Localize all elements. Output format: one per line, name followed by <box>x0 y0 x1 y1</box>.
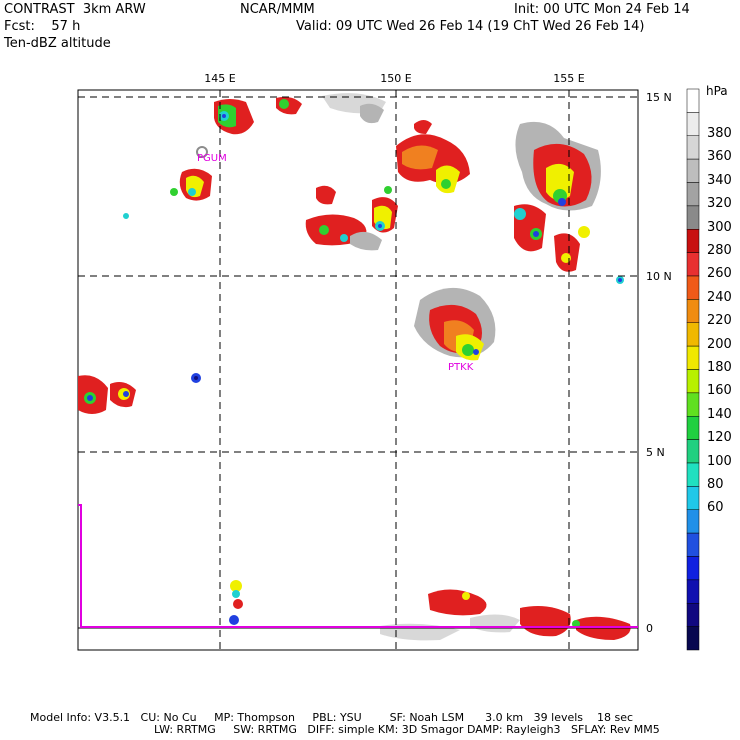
colorbar-label: 160 <box>707 383 732 399</box>
colorbar-swatch <box>686 112 700 136</box>
colorbar-swatch <box>686 532 700 557</box>
init-time: Init: 00 UTC Mon 24 Feb 14 <box>514 2 690 17</box>
lat-label-10n: 10 N <box>646 270 672 283</box>
cell-cluster-central-north <box>305 120 470 251</box>
lon-label-150: 150 E <box>380 72 411 85</box>
colorbar-label: 360 <box>707 149 732 165</box>
colorbar <box>686 88 700 651</box>
colorbar-swatch <box>686 322 700 347</box>
cell-cluster-west <box>78 373 201 414</box>
colorbar-swatch <box>686 182 700 207</box>
domain-boundary <box>78 504 638 628</box>
colorbar-label: 280 <box>707 243 732 258</box>
colorbar-label: 220 <box>707 313 732 329</box>
colorbar-swatch <box>686 509 700 534</box>
org-label: NCAR/MMM <box>240 2 315 17</box>
colorbar-label: 380 <box>707 126 732 141</box>
cell-cluster-northeast <box>514 121 624 284</box>
colorbar-swatch <box>686 626 700 651</box>
colorbar-label: 80 <box>707 477 724 492</box>
colorbar-swatch <box>686 462 700 487</box>
colorbar-swatch <box>686 88 700 113</box>
colorbar-label: 260 <box>707 266 732 282</box>
colorbar-swatch <box>686 579 700 604</box>
colorbar-swatch <box>686 416 700 440</box>
lat-label-0: 0 <box>646 622 653 635</box>
map-grid <box>78 90 638 650</box>
colorbar-label: 300 <box>707 219 732 235</box>
lon-label-145: 145 E <box>204 72 235 85</box>
colorbar-swatch <box>686 299 700 323</box>
cell-cluster-pgum <box>123 93 386 219</box>
colorbar-swatch <box>686 556 700 581</box>
colorbar-label: 100 <box>707 453 732 469</box>
cell-cluster-ptkk <box>414 287 496 361</box>
colorbar-label: 320 <box>707 196 732 212</box>
colorbar-swatch <box>686 135 700 160</box>
colorbar-label: 240 <box>707 289 732 305</box>
lon-label-155: 155 E <box>553 72 584 85</box>
colorbar-swatch <box>686 158 700 183</box>
colorbar-swatch <box>686 275 700 300</box>
field-name: Ten-dBZ altitude <box>4 36 111 51</box>
lat-label-15n: 15 N <box>646 91 672 104</box>
colorbar-swatch <box>686 345 700 370</box>
footer-model-info: Model Info: V3.5.1 CU: No Cu MP: Thompso… <box>30 711 634 724</box>
station-pgum: PGUM <box>197 153 227 164</box>
footer-physics-info: LW: RRTMG SW: RRTMG DIFF: simple KM: 3D … <box>154 723 660 736</box>
colorbar-swatch <box>686 392 700 417</box>
valid-time: Valid: 09 UTC Wed 26 Feb 14 (19 ChT Wed … <box>296 19 645 34</box>
colorbar-swatch <box>686 369 700 394</box>
colorbar-swatch <box>686 486 700 510</box>
colorbar-swatch <box>686 229 700 253</box>
colorbar-swatch <box>686 252 700 277</box>
station-ptkk: PTKK <box>448 362 474 373</box>
colorbar-swatch <box>686 205 700 230</box>
colorbar-label: 200 <box>707 336 732 352</box>
colorbar-label: 120 <box>707 430 732 446</box>
colorbar-swatch <box>686 603 700 627</box>
colorbar-label: 60 <box>707 500 724 516</box>
forecast-hour: Fcst: 57 h <box>4 19 81 34</box>
colorbar-unit: hPa <box>706 84 728 98</box>
lat-label-5n: 5 N <box>646 446 665 459</box>
colorbar-label: 340 <box>707 172 732 188</box>
model-title: CONTRAST 3km ARW <box>4 2 146 17</box>
colorbar-swatch <box>686 439 700 464</box>
colorbar-label: 180 <box>707 360 732 375</box>
colorbar-label: 140 <box>707 406 732 422</box>
